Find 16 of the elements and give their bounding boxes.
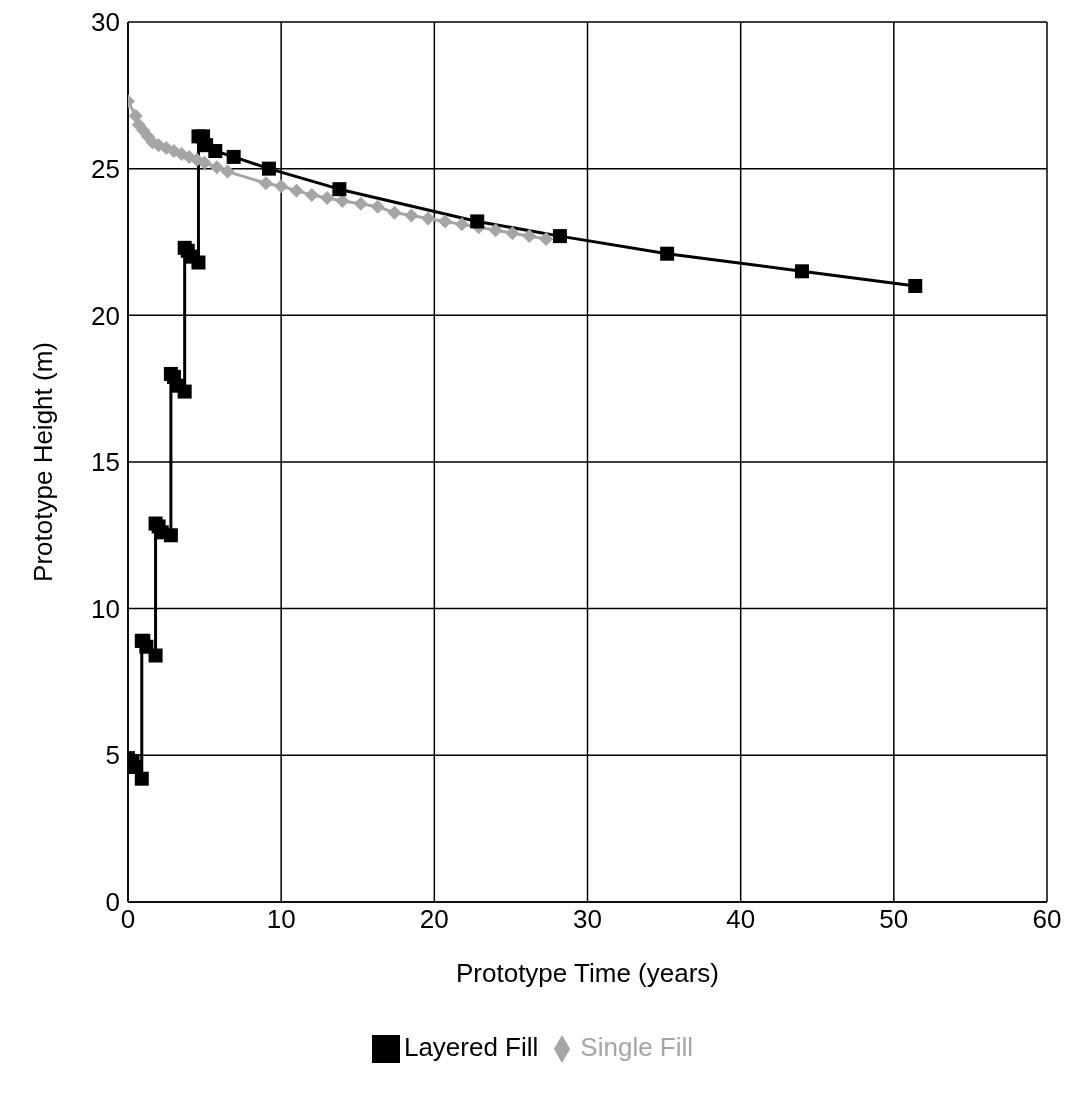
y-tick-label: 25 bbox=[91, 153, 120, 184]
x-tick-label: 10 bbox=[266, 904, 296, 935]
legend-label: Layered Fill bbox=[403, 1031, 539, 1062]
x-tick-label: 50 bbox=[879, 904, 909, 935]
x-tick-label: 20 bbox=[419, 904, 449, 935]
legend-label: Single Fill bbox=[580, 1031, 694, 1062]
y-tick-label: 10 bbox=[91, 593, 120, 624]
y-tick-label: 20 bbox=[91, 300, 120, 331]
y-tick-label: 30 bbox=[91, 7, 120, 38]
y-tick-label: 5 bbox=[105, 740, 120, 771]
x-tick-label: 30 bbox=[573, 904, 602, 935]
x-axis-title: Prototype Time (years) bbox=[456, 957, 719, 988]
x-tick-label: 40 bbox=[726, 904, 756, 935]
x-tick-label: 60 bbox=[1032, 904, 1062, 935]
y-axis-title: Prototype Height (m) bbox=[28, 342, 59, 582]
y-tick-label: 15 bbox=[91, 447, 120, 478]
